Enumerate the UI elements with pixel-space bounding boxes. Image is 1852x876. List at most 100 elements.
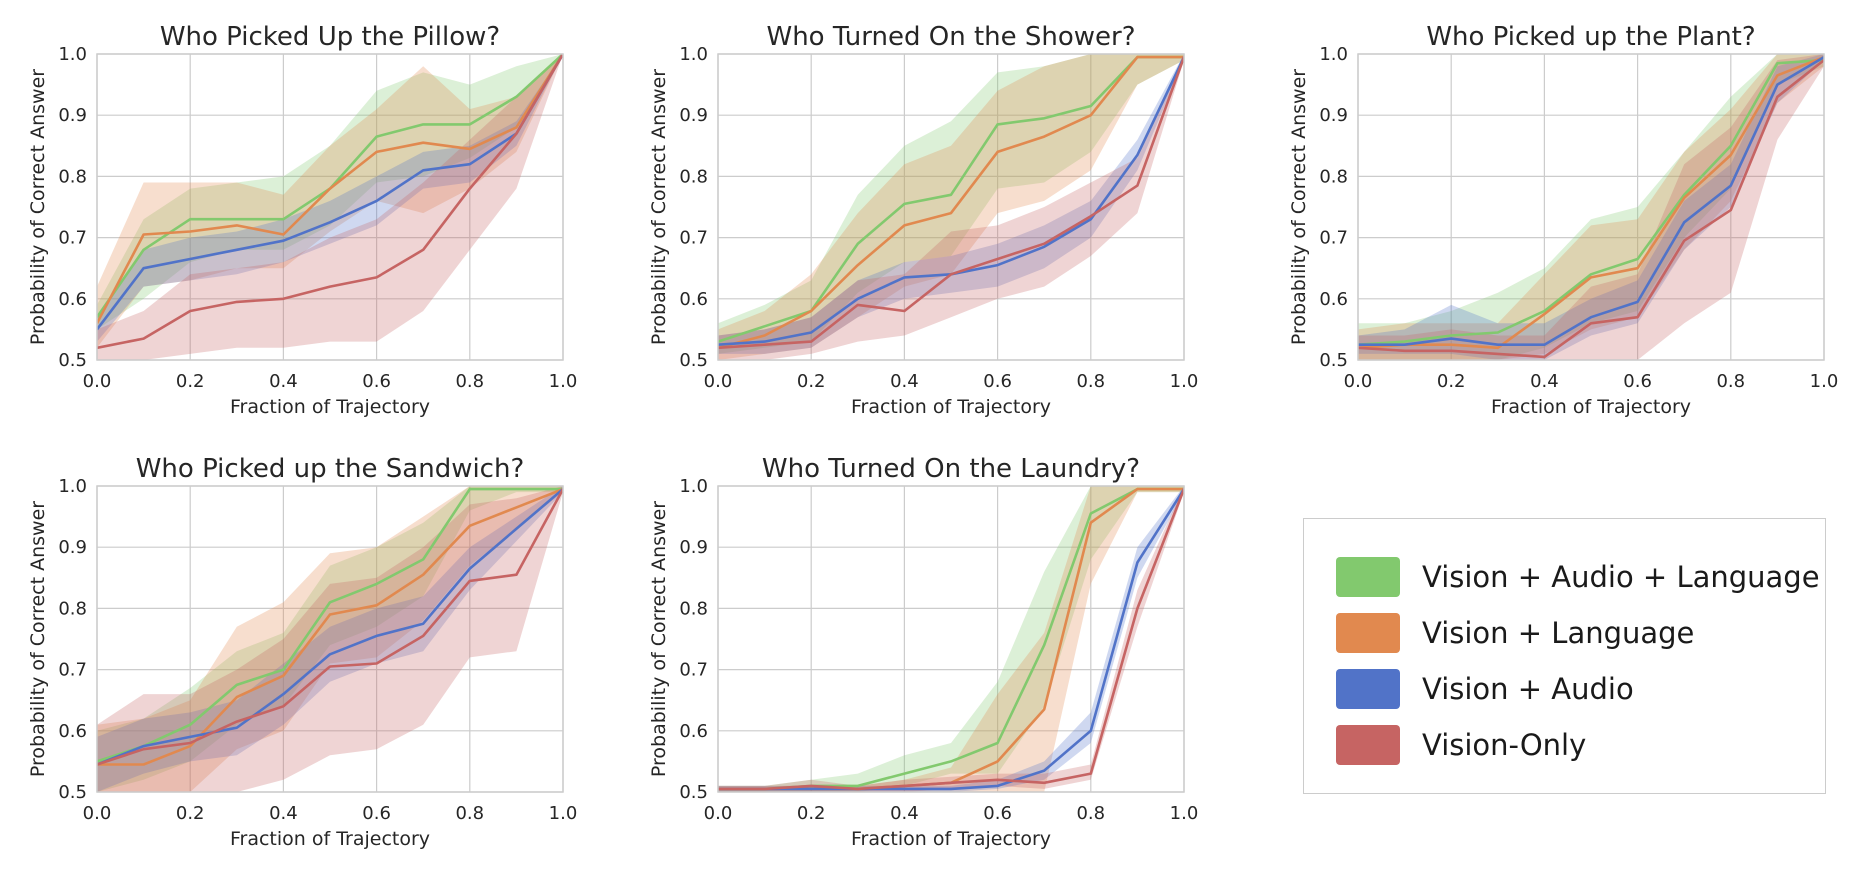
plot-frame bbox=[717, 53, 1185, 361]
x-tick-label: 0.4 bbox=[890, 803, 919, 824]
y-tick-label: 0.5 bbox=[58, 782, 87, 803]
x-tick-label: 0.4 bbox=[269, 371, 298, 392]
x-tick-label: 0.2 bbox=[176, 371, 205, 392]
x-tick-label: 1.0 bbox=[1170, 371, 1199, 392]
x-tick-label: 0.6 bbox=[1623, 371, 1652, 392]
confidence-band-vision-language bbox=[97, 486, 563, 792]
x-tick-label: 0.0 bbox=[704, 803, 733, 824]
y-tick-label: 0.5 bbox=[1319, 350, 1348, 371]
plot-area bbox=[718, 486, 1184, 792]
x-tick-label: 0.8 bbox=[1716, 371, 1745, 392]
legend-item-vision-audio-language: Vision + Audio + Language bbox=[1336, 557, 1820, 597]
confidence-band-vision-language bbox=[1358, 54, 1824, 360]
plot-area bbox=[97, 54, 563, 360]
y-axis-label: Probability of Correct Answer bbox=[27, 69, 49, 345]
y-axis-label: Probability of Correct Answer bbox=[648, 69, 670, 345]
chart-panel-2: 0.0 0.2 0.4 0.6 0.8 1.0 0.5 0.6 0.7 0.8 0.9 1.0 Who … bbox=[648, 22, 1198, 418]
x-tick-label: 0.6 bbox=[983, 371, 1012, 392]
series-line-vision-only bbox=[718, 488, 1184, 791]
x-tick-label: 0.4 bbox=[1530, 371, 1559, 392]
chart-panel-4: 0.0 0.2 0.4 0.6 0.8 1.0 0.5 0.6 0.7 0.8 0.9 1.0 Who … bbox=[27, 454, 577, 850]
confidence-band-vision-audio bbox=[97, 54, 563, 342]
legend-swatch bbox=[1336, 725, 1400, 765]
y-tick-label: 1.0 bbox=[679, 476, 708, 497]
y-tick-label: 0.9 bbox=[58, 537, 87, 558]
y-tick-label: 0.7 bbox=[1319, 228, 1348, 249]
y-tick-label: 0.7 bbox=[679, 228, 708, 249]
legend-label: Vision + Audio + Language bbox=[1422, 560, 1820, 594]
y-tick-label: 0.9 bbox=[1319, 105, 1348, 126]
y-tick-label: 0.8 bbox=[679, 166, 708, 187]
legend-item-vision-language: Vision + Language bbox=[1336, 613, 1694, 653]
x-axis-label: Fraction of Trajectory bbox=[1491, 396, 1691, 418]
confidence-band-vision-audio-language bbox=[718, 486, 1184, 792]
confidence-band-vision-audio-language bbox=[97, 54, 563, 330]
y-tick-label: 0.9 bbox=[679, 537, 708, 558]
confidence-band-vision-audio bbox=[97, 486, 563, 792]
x-tick-label: 1.0 bbox=[1170, 803, 1199, 824]
x-tick-label: 0.2 bbox=[1437, 371, 1466, 392]
x-tick-label: 1.0 bbox=[1810, 371, 1839, 392]
chart-panel-3: 0.0 0.2 0.4 0.6 0.8 1.0 0.5 0.6 0.7 0.8 0.9 1.0 Who … bbox=[1288, 22, 1838, 418]
confidence-band-vision-only bbox=[97, 486, 563, 792]
series-line-vision-audio-language bbox=[97, 487, 563, 763]
x-tick-label: 0.6 bbox=[362, 371, 391, 392]
confidence-band-vision-audio bbox=[718, 54, 1184, 354]
x-tick-label: 0.8 bbox=[455, 803, 484, 824]
y-tick-label: 0.5 bbox=[58, 350, 87, 371]
series-line-vision-audio bbox=[97, 54, 563, 331]
chart-title: Who Picked up the Sandwich? bbox=[136, 454, 525, 484]
x-tick-label: 1.0 bbox=[549, 371, 578, 392]
legend-item-vision-audio: Vision + Audio bbox=[1336, 669, 1634, 709]
x-tick-label: 0.4 bbox=[890, 371, 919, 392]
y-tick-label: 0.7 bbox=[679, 660, 708, 681]
x-tick-label: 0.8 bbox=[1076, 803, 1105, 824]
legend-swatch bbox=[1336, 557, 1400, 597]
y-axis-label: Probability of Correct Answer bbox=[648, 501, 670, 777]
x-axis-label: Fraction of Trajectory bbox=[230, 828, 430, 850]
series-line-vision-only bbox=[718, 56, 1184, 350]
x-tick-label: 0.6 bbox=[362, 803, 391, 824]
series-line-vision-only bbox=[97, 488, 563, 766]
y-tick-label: 0.6 bbox=[58, 289, 87, 310]
plot-frame bbox=[1357, 53, 1825, 361]
series-line-vision-only bbox=[97, 54, 563, 350]
y-tick-label: 0.8 bbox=[1319, 166, 1348, 187]
y-axis-label: Probability of Correct Answer bbox=[1288, 69, 1310, 345]
confidence-band-vision-language bbox=[718, 54, 1184, 360]
plot-area bbox=[97, 486, 563, 792]
y-tick-label: 1.0 bbox=[1319, 44, 1348, 65]
x-axis-label: Fraction of Trajectory bbox=[230, 396, 430, 418]
series-line-vision-audio-language bbox=[1358, 58, 1824, 346]
series-line-vision-only bbox=[1358, 59, 1824, 359]
x-tick-label: 0.8 bbox=[455, 371, 484, 392]
x-tick-label: 0.4 bbox=[269, 803, 298, 824]
series-line-vision-audio bbox=[1358, 55, 1824, 347]
plot-frame bbox=[96, 53, 564, 361]
x-tick-label: 0.8 bbox=[1076, 371, 1105, 392]
confidence-band-vision-audio-language bbox=[1358, 54, 1824, 360]
chart-panel-1: 0.0 0.2 0.4 0.6 0.8 1.0 0.5 0.6 0.7 0.8 0.9 1.0 Who … bbox=[27, 22, 577, 418]
x-axis-label: Fraction of Trajectory bbox=[851, 828, 1051, 850]
legend-swatch bbox=[1336, 669, 1400, 709]
chart-panel-5: 0.0 0.2 0.4 0.6 0.8 1.0 0.5 0.6 0.7 0.8 0.9 1.0 Who … bbox=[648, 454, 1198, 850]
y-tick-label: 1.0 bbox=[679, 44, 708, 65]
legend-item-vision-only: Vision-Only bbox=[1336, 725, 1586, 765]
y-tick-label: 0.6 bbox=[58, 721, 87, 742]
series-line-vision-audio bbox=[718, 488, 1184, 791]
y-tick-label: 0.6 bbox=[679, 289, 708, 310]
confidence-band-vision-audio-language bbox=[97, 486, 563, 792]
y-tick-label: 0.8 bbox=[58, 598, 87, 619]
x-tick-label: 0.0 bbox=[704, 371, 733, 392]
x-tick-label: 0.2 bbox=[176, 803, 205, 824]
legend-swatch bbox=[1336, 613, 1400, 653]
x-tick-label: 0.2 bbox=[797, 803, 826, 824]
series-line-vision-language bbox=[97, 54, 563, 324]
confidence-band-vision-only bbox=[97, 54, 563, 360]
x-tick-label: 0.0 bbox=[83, 803, 112, 824]
chart-title: Who Picked up the Plant? bbox=[1426, 22, 1755, 52]
plot-area bbox=[718, 54, 1184, 360]
y-tick-label: 0.6 bbox=[1319, 289, 1348, 310]
x-tick-label: 0.6 bbox=[983, 803, 1012, 824]
